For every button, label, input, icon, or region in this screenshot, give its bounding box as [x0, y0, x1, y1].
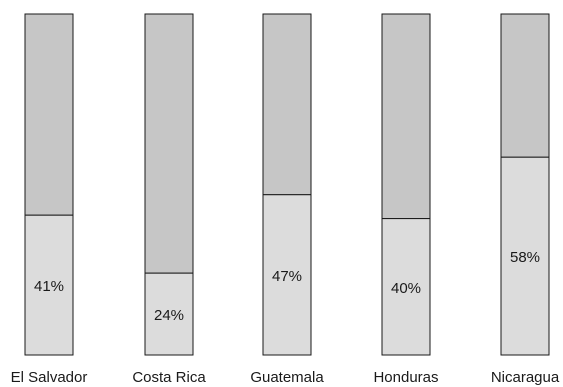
value-labels-group: 41% 24% 47% 40% 58%: [34, 249, 540, 324]
category-labels-group: El Salvador Costa Rica Guatemala Honduras Ni…: [11, 369, 560, 386]
value-label-honduras: 40%: [391, 280, 421, 297]
bar-value-nicaragua: [500, 156, 550, 356]
value-label-guatemala: 47%: [272, 268, 302, 285]
bar-value-honduras: [381, 218, 431, 356]
value-label-el-salvador: 41%: [34, 278, 64, 295]
category-label-honduras: Honduras: [373, 369, 438, 386]
bar-remainder-honduras: [381, 13, 431, 220]
category-label-el-salvador: El Salvador: [11, 369, 88, 386]
bar-remainder-el-salvador: [24, 13, 74, 216]
bar-value-costa-rica: [144, 272, 194, 356]
bars-group: [24, 13, 550, 356]
bar-value-guatemala: [262, 194, 312, 356]
category-label-guatemala: Guatemala: [250, 369, 324, 386]
bar-remainder-costa-rica: [144, 13, 194, 274]
category-label-costa-rica: Costa Rica: [132, 369, 206, 386]
value-label-nicaragua: 58%: [510, 249, 540, 266]
value-label-costa-rica: 24%: [154, 307, 184, 324]
bar-remainder-guatemala: [262, 13, 312, 196]
category-label-nicaragua: Nicaragua: [491, 369, 560, 386]
bar-remainder-nicaragua: [500, 13, 550, 158]
bar-value-el-salvador: [24, 214, 74, 356]
